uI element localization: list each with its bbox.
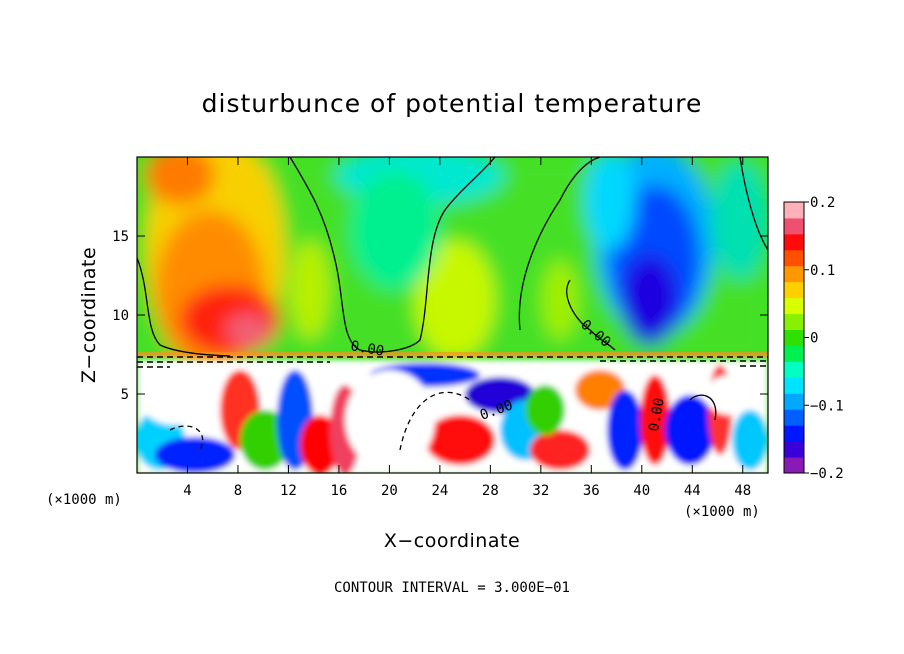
colorbar-frame — [783, 201, 805, 474]
x-axis-label: X−coordinate — [384, 530, 520, 552]
x-tick-label: 44 — [684, 483, 701, 499]
colorbar-swatch — [784, 377, 804, 394]
colorbar-tick-label: −0.1 — [810, 398, 844, 414]
upper-field — [137, 157, 768, 370]
colorbar-tick-label: 0 — [810, 331, 818, 347]
colorbar-swatch — [784, 441, 804, 458]
colorbar-tick-label: −0.2 — [810, 466, 844, 482]
contour-label: 0.00 — [646, 397, 668, 433]
contour-lines — [137, 157, 768, 451]
y-tick-label: 5 — [121, 387, 129, 403]
y-tick-label: 10 — [112, 308, 129, 324]
y-axis: 5 10 15 — [112, 229, 768, 403]
x-tick-label: 16 — [330, 483, 347, 499]
colorbar-swatch — [784, 361, 804, 378]
colorbar-swatch — [784, 217, 804, 235]
colorbar-swatch — [784, 409, 804, 426]
contour-interval: CONTOUR INTERVAL = 3.000E−01 — [334, 580, 570, 596]
x-tick-label: 36 — [583, 483, 600, 499]
colorbar-swatch — [784, 313, 804, 331]
colorbar — [784, 202, 804, 474]
x-tick-label: 32 — [532, 483, 549, 499]
colorbar-swatch — [784, 329, 804, 346]
colorbar-swatch — [784, 425, 804, 442]
y-tick-label: 15 — [112, 229, 129, 245]
colorbar-swatch — [784, 265, 804, 283]
x-tick-label: 24 — [431, 483, 448, 499]
x-tick-label: 8 — [234, 483, 242, 499]
contour-label: 0.00 — [349, 338, 385, 360]
x-axis: 4 8 12 16 20 24 28 32 36 40 44 48 — [183, 157, 751, 499]
colorbar-swatch — [784, 249, 804, 267]
colorbar-swatch — [784, 297, 804, 315]
colorbar-swatch — [784, 393, 804, 410]
colorbar-swatch — [784, 457, 804, 474]
heatmap-field — [137, 157, 768, 473]
x-tick-label: 48 — [734, 483, 751, 499]
x-tick-label: 40 — [633, 483, 650, 499]
lower-field — [137, 360, 768, 473]
chart-title: disturbunce of potential temperature — [202, 89, 703, 118]
colorbar-tick-label: 0.1 — [810, 263, 835, 279]
x-tick-label: 20 — [381, 483, 398, 499]
y-axis-label: Z−coordinate — [78, 247, 100, 383]
colorbar-swatch — [784, 345, 804, 362]
x-tick-label: 4 — [183, 483, 191, 499]
x-unit-left: (×1000 m) — [46, 492, 122, 508]
colorbar-ticks: −0.2 −0.1 0 0.1 0.2 — [804, 195, 844, 482]
interface-contours — [137, 356, 768, 368]
colorbar-swatch — [784, 281, 804, 299]
colorbar-swatch — [784, 202, 804, 219]
colorbar-swatch — [784, 233, 804, 251]
x-tick-label: 12 — [280, 483, 297, 499]
x-unit-right: (×1000 m) — [684, 504, 760, 520]
x-tick-label: 28 — [482, 483, 499, 499]
colorbar-tick-label: 0.2 — [810, 195, 835, 211]
